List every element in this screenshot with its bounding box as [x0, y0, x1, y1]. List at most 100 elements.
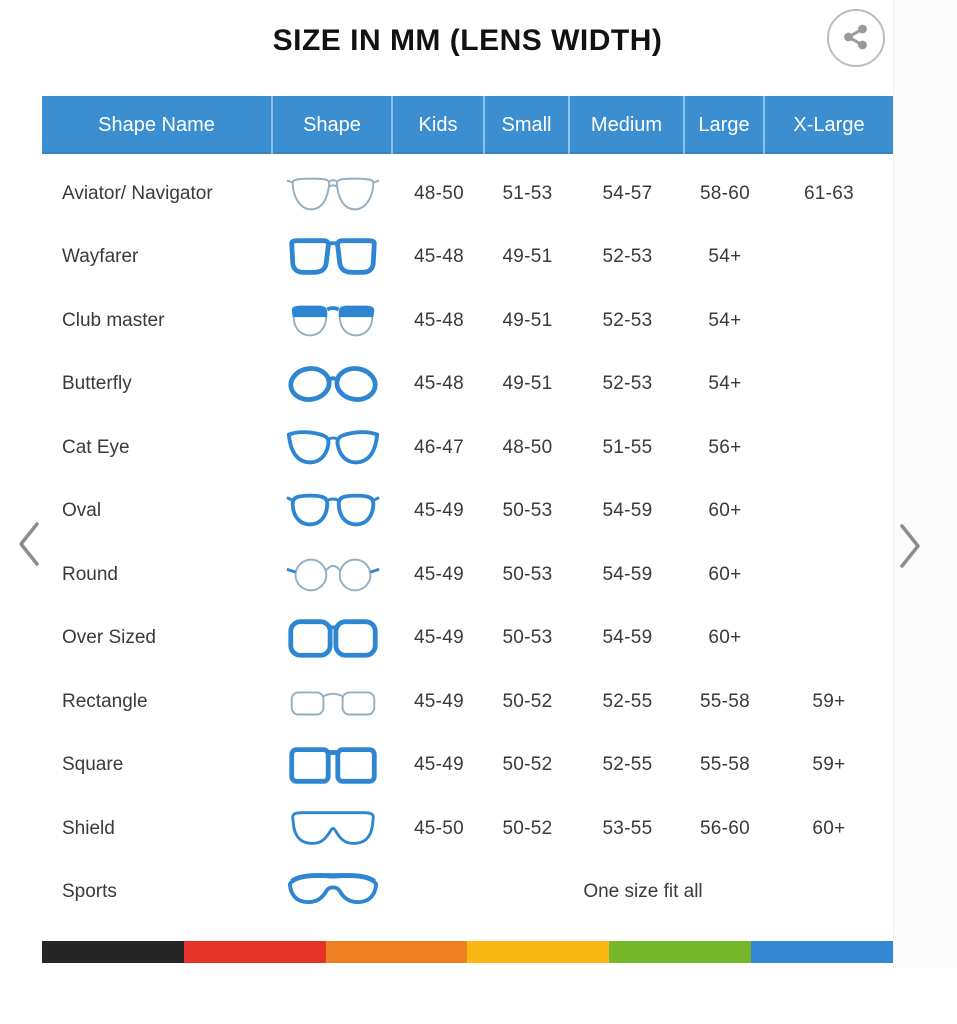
size-value: 60+ [708, 627, 742, 649]
butterfly-glasses-icon [273, 360, 393, 408]
size-value: 45-49 [413, 754, 465, 776]
size-value: 53-55 [602, 817, 653, 839]
table-header-row: Shape Name Shape Kids Small Medium Large X-Lar… [42, 96, 893, 154]
stripe-segment [609, 941, 752, 963]
size-value: 51-53 [502, 182, 553, 204]
table-row: Cat Eye 46-47 48-50 51-55 56+ [42, 416, 893, 480]
size-value: 45-48 [413, 373, 465, 395]
carousel-prev-button[interactable] [14, 520, 44, 570]
clubmaster-glasses-icon [273, 297, 393, 345]
table-row: Rectangle 45-49 50-52 52-55 55-58 59+ [42, 670, 893, 734]
shape-name: Square [62, 754, 124, 776]
round-glasses-icon [273, 551, 393, 599]
shape-name: Rectangle [62, 690, 148, 712]
column-header-small: Small [485, 96, 570, 154]
table-body: Aviator/ Navigator 48-50 51-53 54-57 58-60 6… [42, 162, 893, 924]
size-value: 49-51 [502, 309, 553, 331]
table-row: Square 45-49 50-52 52-55 55-58 59+ [42, 734, 893, 798]
size-value: 52-53 [602, 309, 653, 331]
column-header-shape-name: Shape Name [42, 96, 273, 154]
page-title: SIZE IN MM (LENS WIDTH) [272, 24, 663, 57]
size-value: 45-49 [413, 690, 465, 712]
size-value: 49-51 [502, 373, 553, 395]
size-value: 54+ [708, 309, 742, 331]
size-value: 61-63 [803, 182, 855, 204]
shape-name: Shield [62, 817, 115, 839]
rectangle-glasses-icon [273, 678, 393, 726]
size-value: 51-55 [602, 436, 653, 458]
shape-name: Sports [62, 881, 117, 903]
size-value: 45-49 [413, 563, 465, 585]
carousel-next-button[interactable] [895, 522, 925, 572]
size-value: 60+ [708, 500, 742, 522]
share-icon [841, 22, 871, 55]
column-header-shape: Shape [273, 96, 393, 154]
size-value: 48-50 [413, 182, 465, 204]
stripe-segment [467, 941, 610, 963]
size-value: 54-57 [602, 182, 653, 204]
size-value: 59+ [812, 754, 846, 776]
table-row: Round 45-49 50-53 54-59 60+ [42, 543, 893, 607]
shape-name: Oval [62, 500, 102, 522]
size-value: 50-53 [502, 563, 553, 585]
chevron-left-icon [17, 521, 41, 570]
size-value: 45-48 [413, 246, 465, 268]
size-value: 60+ [708, 563, 742, 585]
shield-glasses-icon [273, 805, 393, 853]
oversized-glasses-icon [273, 614, 393, 662]
size-value: 59+ [812, 690, 846, 712]
size-value: 54-59 [602, 627, 653, 649]
shape-name: Over Sized [62, 627, 156, 649]
shape-name: Cat Eye [62, 436, 130, 458]
one-size-note: One size fit all [583, 881, 703, 903]
size-value: 55-58 [699, 690, 751, 712]
wayfarer-glasses-icon [273, 233, 393, 281]
stripe-segment [183, 941, 326, 963]
square-glasses-icon [273, 741, 393, 789]
column-header-medium: Medium [570, 96, 685, 154]
column-header-kids: Kids [393, 96, 485, 154]
size-value: 56+ [708, 436, 742, 458]
size-value: 45-48 [413, 309, 465, 331]
chevron-right-icon [898, 523, 922, 572]
column-header-x-large: X-Large [793, 113, 865, 136]
table-row: Shield 45-50 50-52 53-55 56-60 60+ [42, 797, 893, 861]
size-value: 60+ [812, 817, 846, 839]
size-value: 55-58 [699, 754, 751, 776]
size-value: 50-53 [502, 627, 553, 649]
shape-name: Round [62, 563, 118, 585]
size-value: 52-55 [602, 690, 653, 712]
share-button[interactable] [827, 9, 885, 67]
size-value: 52-55 [602, 754, 653, 776]
size-value: 54-59 [602, 563, 653, 585]
shape-name: Club master [62, 309, 165, 331]
size-value: 54-59 [602, 500, 653, 522]
column-header-large: Large [685, 96, 765, 154]
size-value: 52-53 [602, 246, 653, 268]
oval-glasses-icon [273, 487, 393, 535]
shape-name: Butterfly [62, 373, 132, 395]
sports-glasses-icon [273, 868, 393, 916]
size-value: 50-52 [502, 754, 553, 776]
cateye-glasses-icon [273, 424, 393, 472]
size-value: 58-60 [699, 182, 751, 204]
stripe-segment [42, 941, 184, 963]
stripe-segment [325, 941, 468, 963]
size-value: 49-51 [502, 246, 553, 268]
size-value: 54+ [708, 246, 742, 268]
table-row: Sports One size fit all [42, 861, 893, 925]
size-value: 50-53 [502, 500, 553, 522]
stripe-segment [751, 941, 893, 963]
size-chart-table: Shape Name Shape Kids Small Medium Large X-Lar… [42, 96, 893, 924]
table-row: Over Sized 45-49 50-53 54-59 60+ [42, 607, 893, 671]
aviator-glasses-icon [273, 170, 393, 218]
size-value: 45-49 [413, 627, 465, 649]
next-slide-edge [893, 0, 957, 968]
size-value: 50-52 [502, 817, 553, 839]
size-value: 50-52 [502, 690, 553, 712]
table-row: Oval 45-49 50-53 54-59 60+ [42, 480, 893, 544]
footer-color-stripe [42, 941, 893, 963]
table-row: Club master 45-48 49-51 52-53 54+ [42, 289, 893, 353]
table-row: Wayfarer 45-48 49-51 52-53 54+ [42, 226, 893, 290]
shape-name: Aviator/ Navigator [62, 182, 213, 204]
